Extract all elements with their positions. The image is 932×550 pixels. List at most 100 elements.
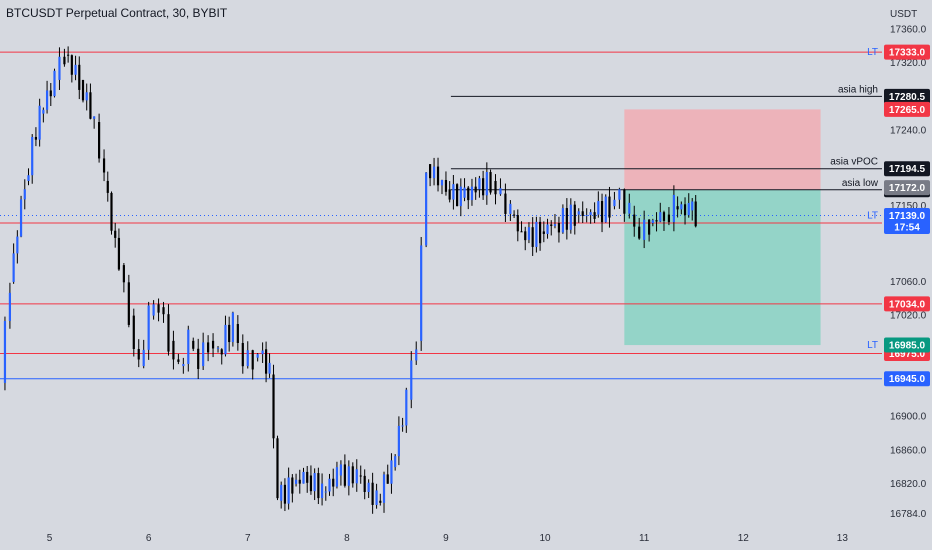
candle-body: [216, 347, 220, 349]
candle-body: [142, 349, 145, 367]
candle-body: [347, 466, 350, 486]
y-tick-label: 16784.0: [890, 509, 927, 520]
candle-body: [539, 221, 542, 244]
candle-body: [58, 56, 61, 80]
candle-body: [432, 166, 436, 179]
candle-body: [187, 329, 190, 364]
candle-body: [272, 374, 275, 439]
candle-body: [375, 490, 378, 505]
candle-body: [600, 201, 604, 223]
candle-body: [648, 219, 651, 235]
position-stop-zone: [624, 109, 821, 190]
candle-body: [355, 469, 358, 484]
candle-body: [49, 90, 52, 97]
candle-body: [302, 471, 305, 484]
y-tick-label: 17020.0: [890, 311, 927, 322]
time-axis-panel: [0, 526, 932, 550]
candle-body: [569, 204, 572, 230]
lt-marker: LT: [867, 340, 878, 351]
candle-body: [162, 307, 165, 315]
candle-body: [535, 221, 538, 247]
candle-body: [394, 456, 397, 468]
candle-body: [27, 175, 30, 181]
x-tick-label: 6: [146, 533, 152, 544]
price-label-value: 16975.0: [889, 349, 926, 360]
candle-body: [651, 220, 654, 224]
candle-body: [405, 389, 408, 426]
countdown-label: 17:54: [894, 222, 920, 233]
candle-body: [474, 186, 477, 193]
candle-body: [363, 475, 366, 492]
candle-body: [157, 304, 160, 313]
currency-label: USDT: [890, 9, 917, 20]
candle-body: [436, 166, 440, 186]
price-label-tag: [884, 180, 930, 196]
candle-body: [618, 189, 621, 200]
candle-body: [463, 187, 466, 198]
candle-body: [298, 479, 301, 484]
price-label-tag: [884, 88, 930, 104]
candle-body: [420, 245, 423, 341]
candle-body: [585, 215, 588, 217]
candle-body: [662, 212, 666, 221]
candle-body: [231, 312, 234, 343]
price-label-value: 17172.0: [889, 183, 926, 194]
candle-body: [264, 349, 268, 374]
candle-body: [332, 478, 335, 487]
candle-body: [691, 201, 694, 211]
candle-body: [306, 471, 309, 483]
candle-body: [680, 204, 683, 210]
candle-body: [102, 158, 106, 173]
price-label-tag: [884, 161, 930, 177]
candle-body: [132, 315, 135, 349]
price-label-value: 16985.0: [889, 341, 926, 352]
candle-body: [53, 70, 56, 97]
candle-body: [397, 425, 400, 457]
candle-body: [604, 196, 607, 223]
candle-body: [114, 230, 117, 238]
candle-body: [489, 172, 492, 193]
y-tick-label: 17150.0: [890, 201, 927, 212]
candle-body: [147, 305, 150, 350]
price-axis-panel: [882, 0, 932, 550]
y-tick-label: 16860.0: [890, 445, 927, 456]
candle-body: [137, 348, 140, 360]
candle-body: [456, 184, 459, 207]
candle-body: [19, 199, 23, 237]
candle-body: [643, 219, 646, 240]
candle-body: [597, 201, 600, 215]
candle-body: [613, 199, 616, 207]
candle-body: [251, 350, 254, 370]
candle-body: [676, 206, 679, 210]
candle-body: [320, 483, 324, 499]
candle-body: [524, 231, 527, 241]
candle-body: [359, 475, 362, 477]
x-tick-label: 7: [245, 533, 251, 544]
candle-body: [573, 204, 576, 226]
candle-body: [328, 478, 331, 492]
candle-body: [224, 324, 227, 355]
price-label-value: 17280.5: [889, 92, 926, 103]
candle-body: [287, 477, 290, 504]
candle-body: [448, 189, 451, 200]
candle-body: [683, 204, 687, 216]
candle-body: [410, 360, 413, 400]
candle-body: [401, 425, 404, 427]
candle-body: [516, 215, 519, 232]
candle-body: [197, 348, 200, 369]
position-target-zone: [624, 189, 821, 346]
candle-body: [351, 466, 354, 484]
x-tick-label: 13: [837, 533, 849, 544]
candle-body: [172, 340, 175, 360]
candle-body: [557, 223, 561, 233]
candle-body: [655, 220, 658, 222]
candle-body: [8, 292, 12, 321]
y-tick-label: 16900.0: [890, 412, 927, 423]
candle-body: [93, 116, 96, 119]
candle-body: [23, 189, 26, 200]
candle-body: [31, 136, 34, 176]
candle-body: [12, 253, 15, 282]
price-label-tag: [884, 207, 930, 234]
